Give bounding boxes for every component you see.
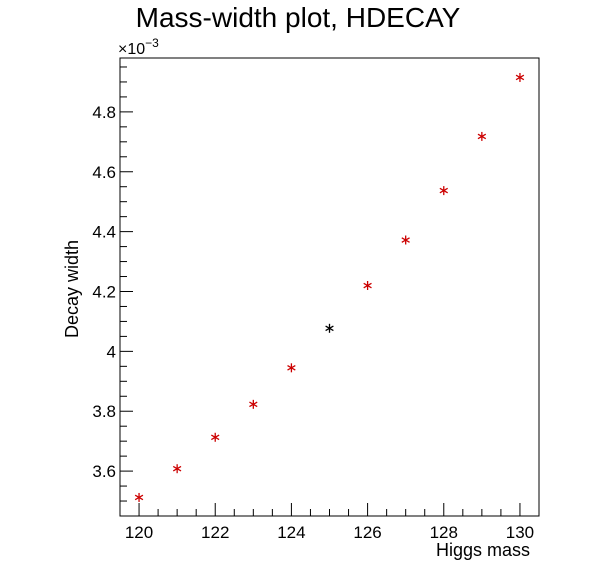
asterisk-stroke <box>325 325 334 332</box>
data-point <box>134 492 144 502</box>
y-axis-label: Decay width <box>62 240 82 338</box>
y-axis-tick-labels: 3.6 3.8 4 4.2 4.4 4.6 4.8 <box>92 103 116 481</box>
y-exponent-power: −3 <box>145 36 159 50</box>
data-point <box>211 432 220 442</box>
y-tick-label: 4 <box>107 342 116 361</box>
asterisk-stroke <box>172 465 182 472</box>
x-tick-label: 126 <box>353 523 381 542</box>
asterisk-stroke <box>287 365 296 371</box>
x-tick-label: 124 <box>277 523 305 542</box>
asterisk-stroke <box>211 434 220 441</box>
asterisk-stroke <box>439 187 448 194</box>
plot-frame <box>119 57 540 517</box>
x-axis-ticks <box>119 503 540 516</box>
data-point <box>439 186 448 196</box>
chart-title: Mass-width plot, HDECAY <box>136 2 461 33</box>
data-point <box>249 399 258 409</box>
x-tick-label: 122 <box>201 523 229 542</box>
data-point <box>287 363 296 373</box>
asterisk-stroke <box>363 282 372 289</box>
x-tick-label: 128 <box>430 523 458 542</box>
y-tick-label: 4.4 <box>92 223 116 242</box>
data-points <box>134 72 525 502</box>
x-axis-label: Higgs mass <box>436 540 530 560</box>
data-point <box>401 235 410 245</box>
asterisk-stroke <box>134 494 144 501</box>
y-tick-label: 4.6 <box>92 163 116 182</box>
y-axis-exponent: ×10−3 <box>118 36 159 58</box>
x-tick-label: 130 <box>506 523 534 542</box>
y-exponent-base: ×10 <box>118 41 145 58</box>
data-point <box>325 323 334 333</box>
asterisk-stroke <box>477 133 487 140</box>
asterisk-stroke <box>249 401 258 408</box>
asterisk-stroke <box>515 74 525 81</box>
x-axis-tick-labels: 120 122 124 126 128 130 <box>125 523 534 542</box>
data-point <box>172 464 182 474</box>
y-tick-label: 3.6 <box>92 462 116 481</box>
y-tick-label: 4.2 <box>92 282 116 301</box>
data-point <box>477 131 487 141</box>
data-point <box>515 72 525 82</box>
asterisk-stroke <box>401 237 410 243</box>
data-point <box>363 281 372 291</box>
y-axis-ticks <box>120 66 133 517</box>
x-tick-label: 120 <box>125 523 153 542</box>
y-tick-label: 3.8 <box>92 402 116 421</box>
y-tick-label: 4.8 <box>92 103 116 122</box>
